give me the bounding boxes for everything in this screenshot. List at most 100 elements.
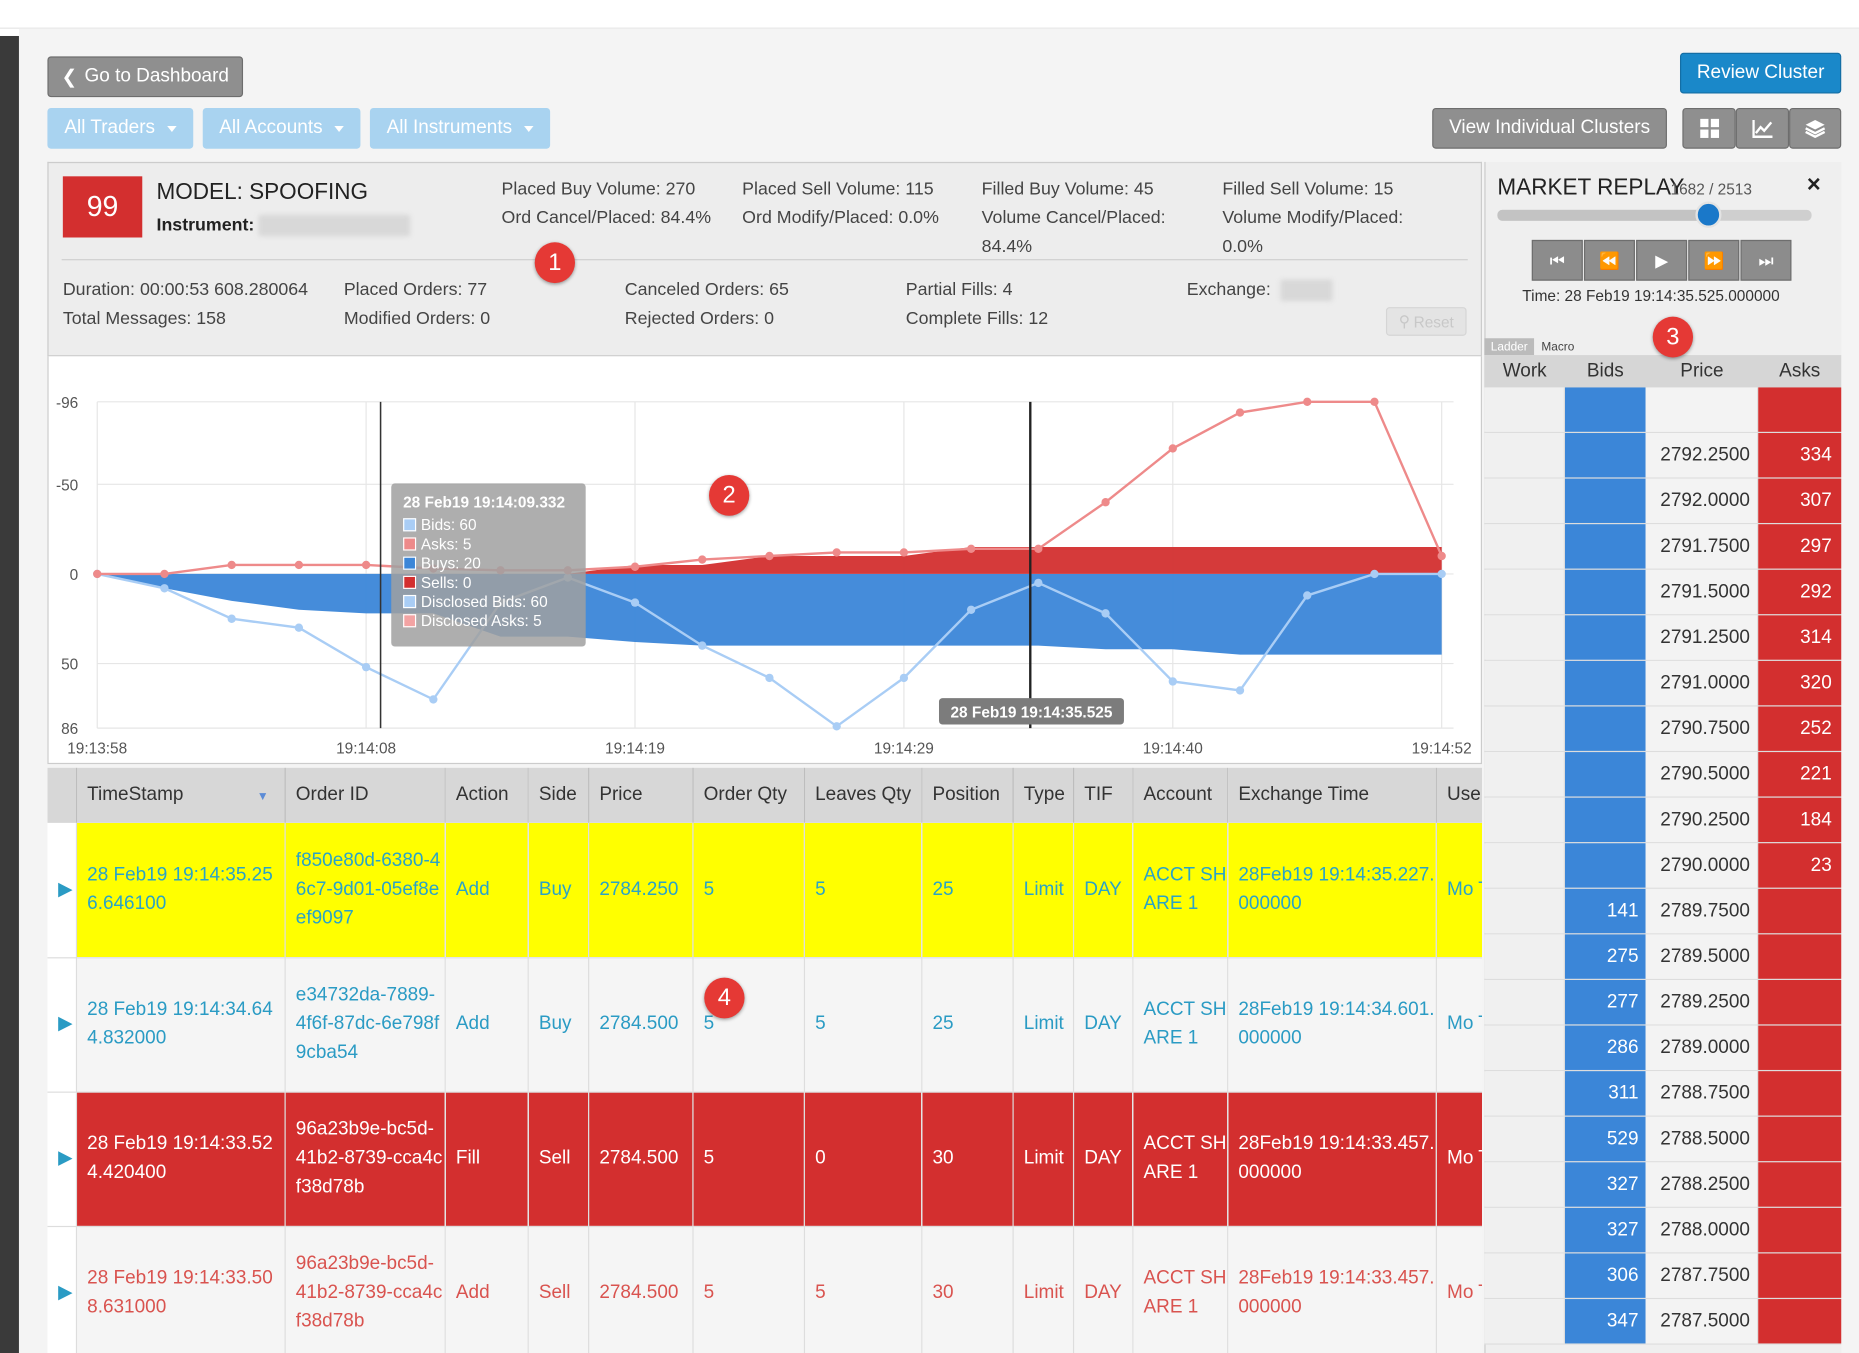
expand-row-icon[interactable]: ▶: [47, 822, 77, 958]
ladder-row[interactable]: 306 2787.7500: [1484, 1253, 1842, 1300]
col-price[interactable]: Price: [588, 767, 693, 823]
ladder-work-cell: [1484, 569, 1565, 615]
chart-view-button[interactable]: [1735, 107, 1790, 149]
play-button[interactable]: ▶: [1636, 239, 1688, 281]
x-tick-label: 19:14:40: [1143, 740, 1203, 757]
skip-to-end-button[interactable]: ⏭: [1740, 239, 1792, 281]
ladder-price-cell: 2792.2500: [1645, 433, 1759, 478]
col-account[interactable]: Account: [1132, 767, 1228, 823]
asks-point: [160, 569, 169, 579]
ladder-row[interactable]: 529 2788.5000: [1484, 1116, 1842, 1163]
ladder-row[interactable]: 2791.0000 320: [1484, 660, 1842, 707]
bids-point: [765, 673, 774, 683]
col-timestamp[interactable]: TimeStamp ▼: [75, 767, 286, 823]
ladder-price-cell: 2789.2500: [1645, 979, 1759, 1025]
ladder-row[interactable]: [1484, 387, 1842, 434]
ladder-row[interactable]: 277 2789.2500: [1484, 979, 1842, 1026]
ladder-row[interactable]: 311 2788.7500: [1484, 1071, 1842, 1117]
ladder-row[interactable]: 2790.7500 252: [1484, 706, 1842, 753]
col-order-qty[interactable]: Order Qty: [692, 767, 805, 823]
exchange-redacted: [1280, 279, 1333, 302]
ladder-price-cell: 2791.7500: [1645, 524, 1759, 569]
price-cell: 2784.500: [588, 1225, 693, 1353]
x-tick-label: 19:14:19: [605, 740, 665, 757]
ladder-row[interactable]: 2790.0000 23: [1484, 843, 1842, 889]
y-tick-label: 86: [61, 721, 78, 738]
ladder-row[interactable]: 275 2789.5000: [1484, 934, 1842, 980]
ladder-row[interactable]: 2791.2500 314: [1484, 615, 1842, 661]
ladder-row[interactable]: 347 2787.5000: [1484, 1299, 1842, 1345]
reset-button[interactable]: ⚲ Reset: [1385, 307, 1467, 336]
all-instruments-dropdown[interactable]: All Instruments: [369, 107, 551, 149]
step-back-button[interactable]: ⏪: [1583, 239, 1635, 281]
ladder-row[interactable]: 2791.7500 297: [1484, 524, 1842, 570]
step-forward-button[interactable]: ⏩: [1688, 239, 1740, 281]
ladder-row[interactable]: 2790.2500 184: [1484, 797, 1842, 844]
bids-point: [630, 598, 640, 607]
replay-slider-handle[interactable]: [1694, 201, 1721, 228]
table-row[interactable]: ▶ 28 Feb19 19:14:34.644.832000 e34732da-78…: [47, 957, 1483, 1093]
go-to-dashboard-button[interactable]: ❮ Go to Dashboard: [47, 56, 244, 98]
volume-cancel-placed-value: 84.4%: [981, 236, 1033, 257]
col-side[interactable]: Side: [527, 767, 589, 823]
ladder-row[interactable]: 2792.2500 334: [1484, 433, 1842, 479]
side-cell: Buy: [527, 822, 589, 958]
ladder-work-cell: [1484, 1162, 1565, 1207]
x-axis: 19:13:58 19:14:08 19:14:19 19:14:29 19:14:40…: [67, 740, 1471, 757]
tooltip-disclosed-bids: Disclosed Bids: 60: [420, 591, 548, 610]
all-traders-dropdown[interactable]: All Traders: [47, 107, 194, 149]
expand-column-header: [47, 767, 77, 823]
bids-point: [899, 673, 909, 683]
tooltip-title: 28 Feb19 19:14:09.332: [403, 492, 566, 511]
layers-icon: [1805, 119, 1826, 138]
canceled-orders: Canceled Orders: 65: [624, 279, 789, 300]
all-accounts-dropdown[interactable]: All Accounts: [202, 107, 361, 149]
col-type[interactable]: Type: [1012, 767, 1074, 823]
review-cluster-button[interactable]: Review Cluster: [1679, 52, 1842, 94]
asks-swatch: [403, 536, 417, 550]
ladder-row[interactable]: 2792.0000 307: [1484, 478, 1842, 525]
ladder-row[interactable]: 2790.5000 221: [1484, 752, 1842, 798]
caret-down-icon: [523, 125, 534, 132]
grid-view-button[interactable]: [1682, 107, 1736, 149]
y-tick-label: -96: [56, 395, 78, 412]
ladder-row[interactable]: 2791.5000 292: [1484, 569, 1842, 616]
ladder-ask-cell: 184: [1758, 797, 1842, 843]
order-qty-cell: 5: [692, 1091, 805, 1227]
type-cell: Limit: [1012, 822, 1074, 958]
table-row[interactable]: ▶ 28 Feb19 19:14:33.524.420400 96a23b9e-bc…: [47, 1091, 1483, 1227]
ladder-row[interactable]: 327 2788.0000: [1484, 1207, 1842, 1254]
asks-point: [698, 555, 707, 564]
ladder-row[interactable]: 286 2789.0000: [1484, 1025, 1842, 1072]
tab-ladder[interactable]: Ladder: [1484, 338, 1535, 356]
placed-sell-volume: Placed Sell Volume: 115: [742, 178, 934, 200]
col-leaves-qty[interactable]: Leaves Qty: [803, 767, 922, 823]
col-position[interactable]: Position: [921, 767, 1014, 823]
expand-row-icon[interactable]: ▶: [47, 957, 77, 1093]
close-icon[interactable]: ×: [1806, 171, 1821, 198]
table-row[interactable]: ▶ 28 Feb19 19:14:33.508.631000 96a23b9e-bc…: [47, 1225, 1483, 1353]
col-exchange-time[interactable]: Exchange Time: [1227, 767, 1437, 823]
ladder-bid-cell: 277: [1564, 979, 1646, 1025]
col-order-id[interactable]: Order ID: [284, 767, 446, 823]
ladder-row[interactable]: 141 2789.7500: [1484, 888, 1842, 935]
table-row[interactable]: ▶ 28 Feb19 19:14:35.256.646100 f850e80d-63…: [47, 822, 1483, 958]
expand-row-icon[interactable]: ▶: [47, 1225, 77, 1353]
expand-row-icon[interactable]: ▶: [47, 1091, 77, 1227]
tab-macro[interactable]: Macro: [1534, 338, 1582, 356]
skip-to-start-button[interactable]: ⏮: [1531, 239, 1583, 281]
ladder-work-cell: [1484, 1299, 1565, 1344]
layers-view-button[interactable]: [1789, 107, 1842, 149]
ladder-price-cell: [1645, 387, 1759, 432]
col-action[interactable]: Action: [444, 767, 529, 823]
ladder-ask-cell: 320: [1758, 660, 1842, 706]
leaves-qty-cell: 0: [803, 1091, 922, 1227]
ladder-price-cell: 2791.5000: [1645, 569, 1759, 615]
order-id-cell: f850e80d-6380-46c7-9d01-05ef8eef9097: [284, 822, 446, 958]
col-tif[interactable]: TIF: [1072, 767, 1133, 823]
ladder-row[interactable]: 327 2788.2500: [1484, 1162, 1842, 1208]
ladder-price-cell: 2790.5000: [1645, 752, 1759, 797]
view-individual-clusters-button[interactable]: View Individual Clusters: [1432, 107, 1667, 149]
col-user[interactable]: Use: [1435, 767, 1483, 823]
